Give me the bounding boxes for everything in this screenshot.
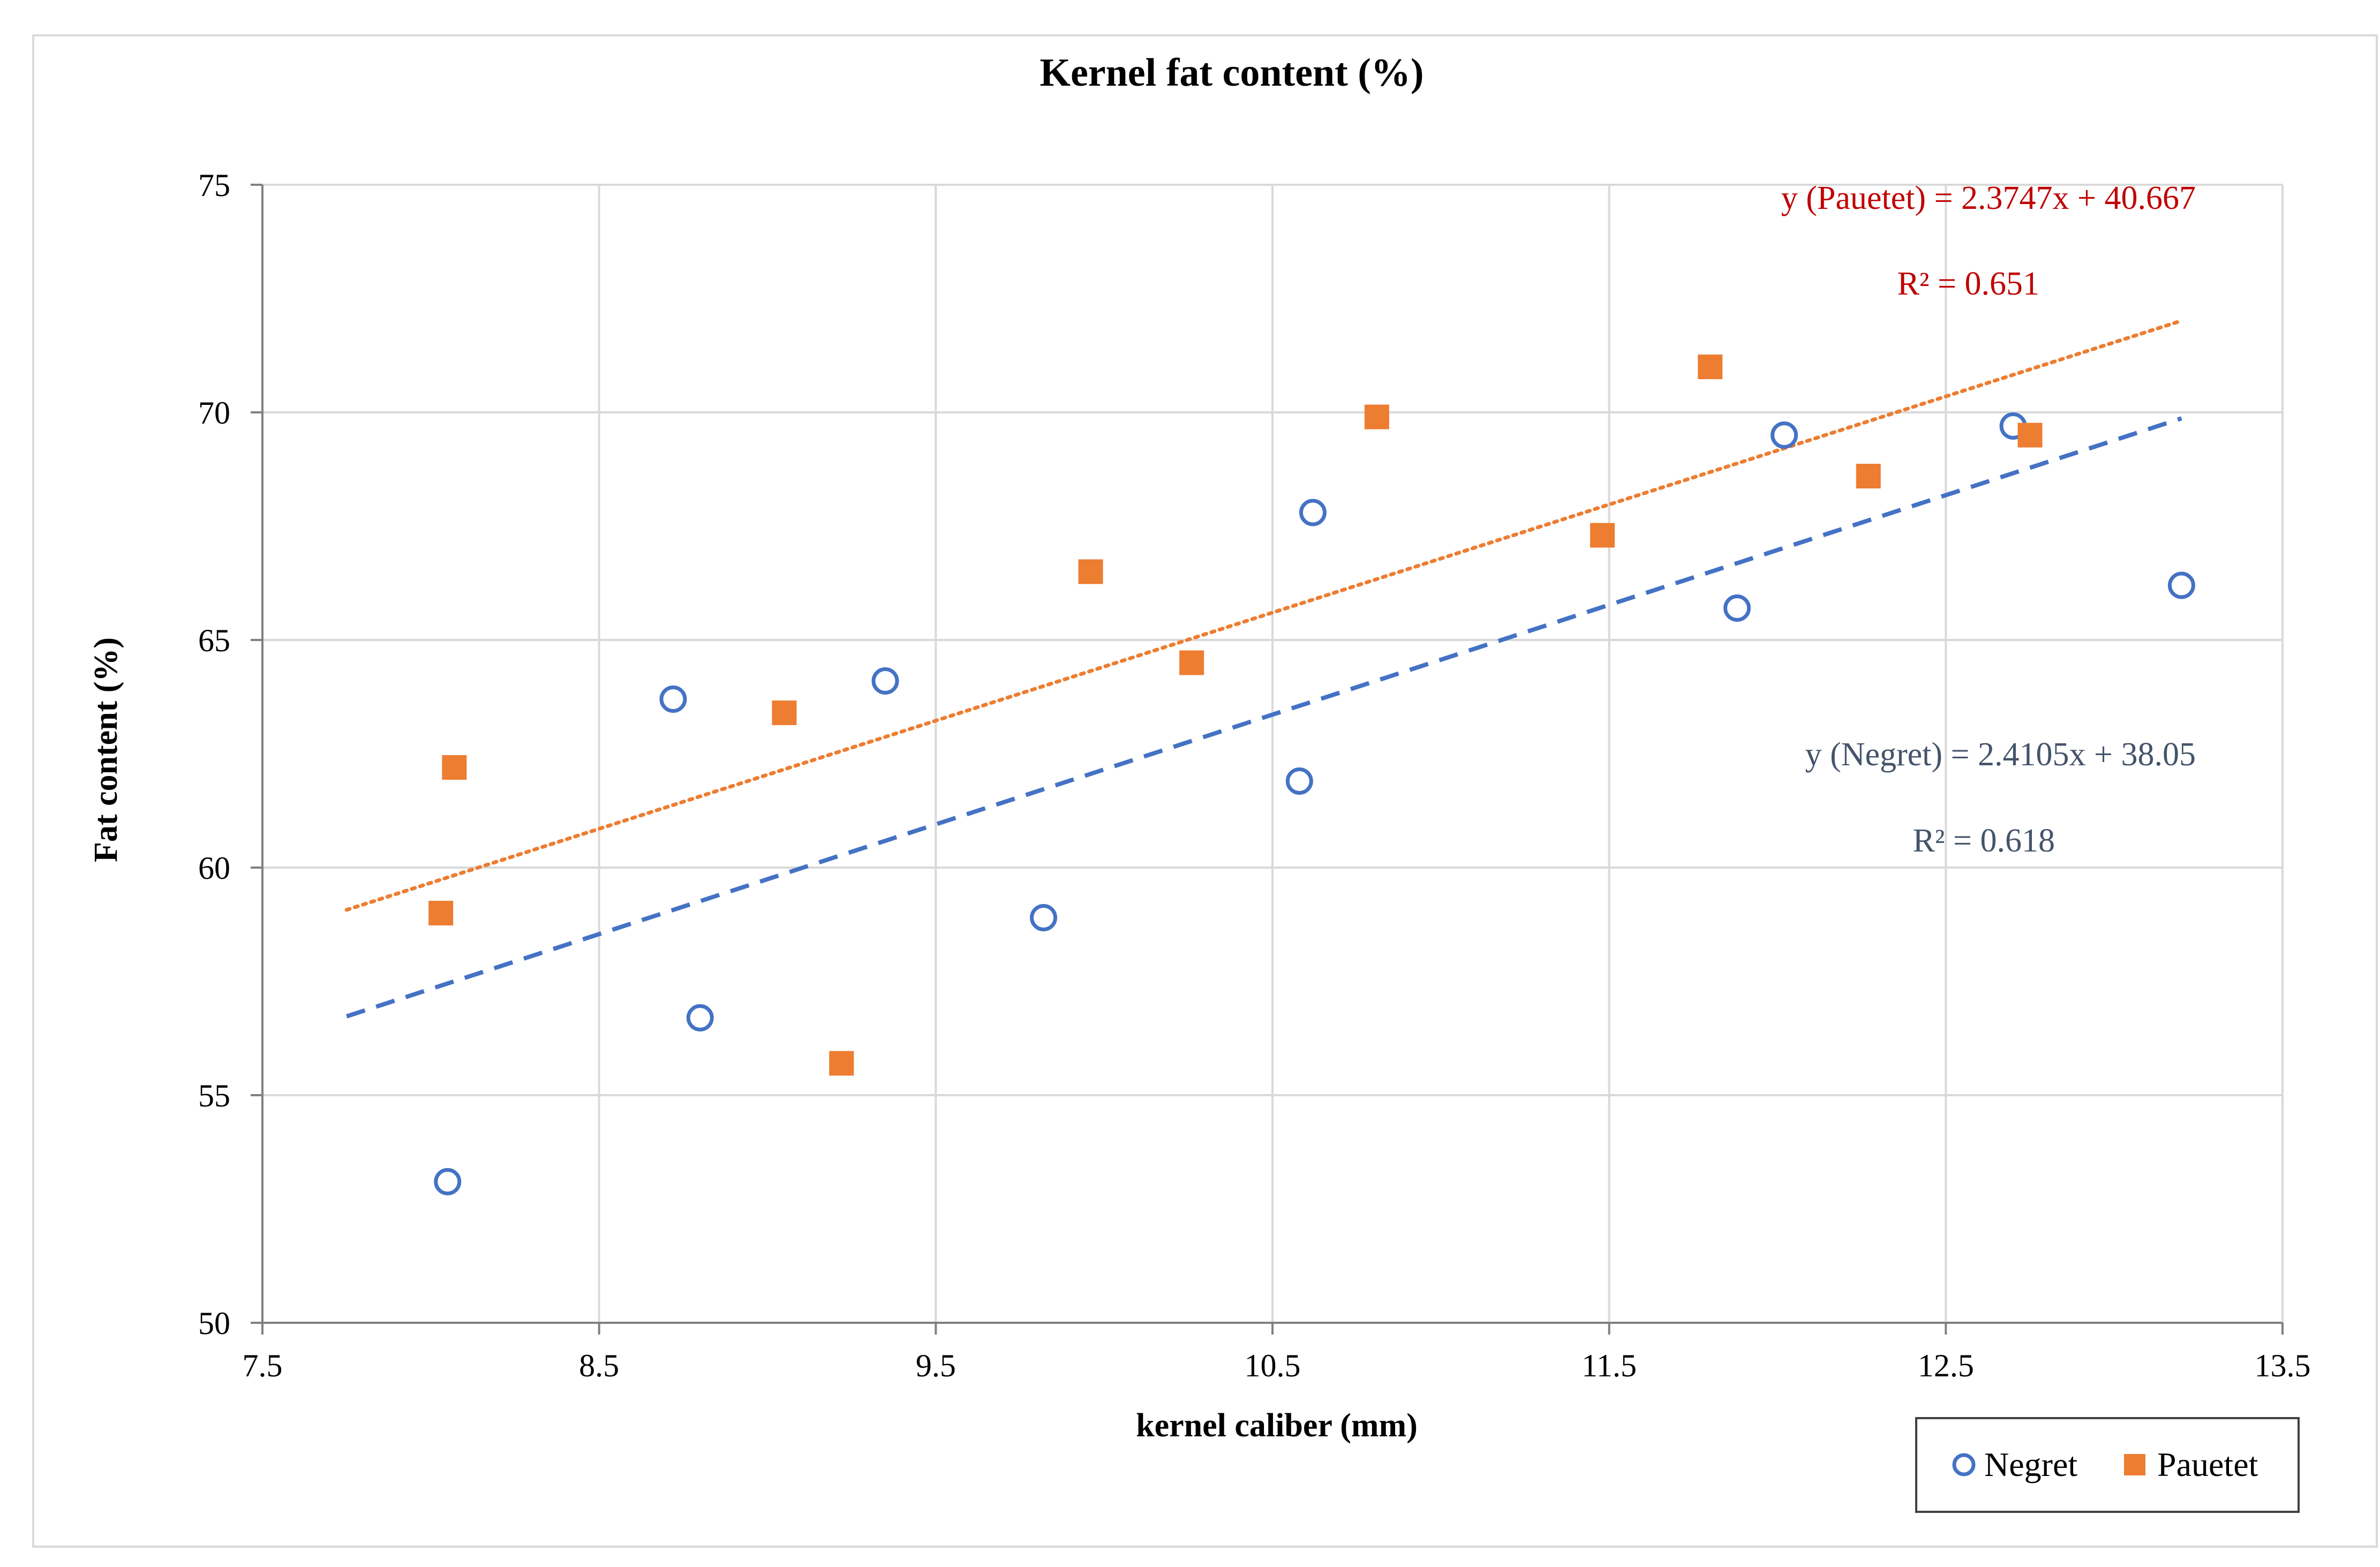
y-tick-label: 75: [198, 168, 230, 203]
data-points: [428, 355, 2195, 1195]
pauetet-point: [829, 1051, 854, 1076]
pauetet-point: [428, 901, 454, 925]
x-tick-label: 11.5: [1581, 1348, 1637, 1383]
pauetet-point: [772, 700, 797, 725]
legend-pauetet-label: Pauetet: [2157, 1445, 2258, 1483]
negret-point: [1299, 499, 1327, 526]
trendlines: [344, 319, 2183, 1019]
x-tick-label: 10.5: [1245, 1348, 1301, 1383]
chart-border: [32, 34, 2378, 1548]
y-tick-label: 55: [198, 1078, 230, 1113]
negret-trendline: [345, 416, 2182, 1019]
gridlines: [262, 184, 2284, 1323]
x-tick-label: 12.5: [1918, 1348, 1974, 1383]
negret-point: [871, 667, 899, 695]
pauetet-point: [1590, 523, 1615, 548]
y-axis-tick-labels: 50 55 60 65 70 75: [198, 168, 230, 1341]
pauetet-point: [1179, 650, 1204, 675]
legend: Negret Pauetet: [1915, 1417, 2300, 1513]
y-tick-label: 60: [198, 850, 230, 886]
pauetet-trendline-equation: y (Pauetet) = 2.3747x + 40.667: [1781, 180, 2196, 216]
axes: [251, 184, 2284, 1335]
pauetet-point: [1698, 355, 1723, 379]
pauetet-trendline-r2: R² = 0.651: [1897, 266, 2039, 302]
x-tick-label: 7.5: [243, 1348, 283, 1383]
x-axis-tick-labels: 7.5 8.5 9.5 10.5 11.5 12.5 13.5: [243, 1348, 2311, 1383]
y-tick-label: 65: [198, 623, 230, 658]
negret-point: [686, 1004, 714, 1031]
negret-point: [1771, 421, 1798, 449]
y-tick-label: 70: [198, 395, 230, 431]
legend-pauetet-marker-icon: [2124, 1454, 2145, 1475]
x-tick-label: 8.5: [579, 1348, 619, 1383]
negret-point: [1030, 904, 1058, 931]
y-axis-label: Fat content (%): [88, 637, 124, 862]
y-tick-label: 50: [198, 1306, 230, 1341]
negret-point: [434, 1168, 462, 1195]
pauetet-point: [442, 755, 467, 780]
negret-point: [659, 685, 687, 713]
legend-negret-label: Negret: [1984, 1445, 2077, 1483]
legend-box: [1915, 1417, 2300, 1513]
negret-trendline-r2: R² = 0.618: [1913, 823, 2055, 859]
legend-negret-marker-icon: [1952, 1453, 1976, 1476]
negret-trendline-equation: y (Negret) = 2.4105x + 38.05: [1805, 736, 2196, 773]
x-tick-label: 9.5: [916, 1348, 956, 1383]
negret-point: [2167, 571, 2195, 599]
pauetet-point: [2017, 423, 2043, 448]
pauetet-point: [1364, 404, 1389, 430]
chart-title: Kernel fat content (%): [1040, 51, 1424, 95]
negret-point: [1285, 767, 1313, 795]
pauetet-point: [1856, 464, 1881, 488]
pauetet-point: [1078, 559, 1103, 584]
x-axis-label: kernel caliber (mm): [1136, 1407, 1418, 1444]
pauetet-trendline: [344, 319, 2183, 912]
negret-point: [1723, 594, 1751, 622]
x-tick-label: 13.5: [2255, 1348, 2311, 1383]
